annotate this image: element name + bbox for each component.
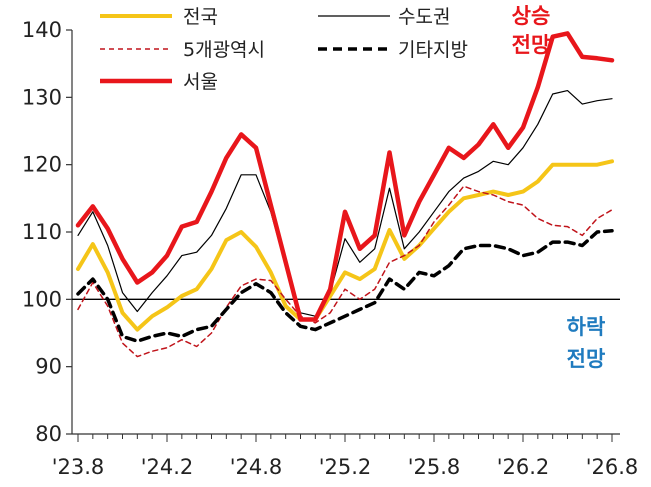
x-tick-label: '25.2: [319, 455, 372, 479]
series-line-전국: [76, 159, 614, 332]
x-tick-label: '25.8: [408, 455, 461, 479]
y-tick-label: 100: [22, 287, 62, 311]
legend-label-서울: 서울: [183, 71, 218, 93]
series-line-5개광역시: [77, 185, 613, 358]
annotation-up-2: 전망: [512, 33, 551, 57]
annotation-up-1: 상승: [512, 4, 551, 28]
series-line-수도권: [77, 89, 613, 317]
y-tick-label: 80: [35, 422, 62, 446]
series-line-서울: [75, 31, 615, 322]
x-tick-label: '24.8: [230, 455, 283, 479]
y-tick-label: 120: [22, 153, 62, 177]
x-tick-label: '26.2: [497, 455, 550, 479]
y-tick-label: 90: [35, 355, 62, 379]
x-tick-label: '23.8: [52, 455, 105, 479]
y-tick-label: 140: [22, 18, 62, 42]
y-tick-label: 130: [22, 85, 62, 109]
legend-label-전국: 전국: [183, 6, 218, 28]
series-line-기타지방: [76, 228, 614, 343]
legend-label-수도권: 수도권: [398, 6, 450, 28]
x-tick-label: '26.8: [586, 455, 639, 479]
annotation-down-2: 전망: [567, 347, 606, 371]
legend-label-기타지방: 기타지방: [398, 39, 468, 61]
y-tick-label: 110: [22, 220, 62, 244]
legend-label-5개광역시: 5개광역시: [183, 39, 265, 61]
annotation-down-1: 하락: [567, 315, 606, 339]
x-tick-label: '24.2: [141, 455, 194, 479]
